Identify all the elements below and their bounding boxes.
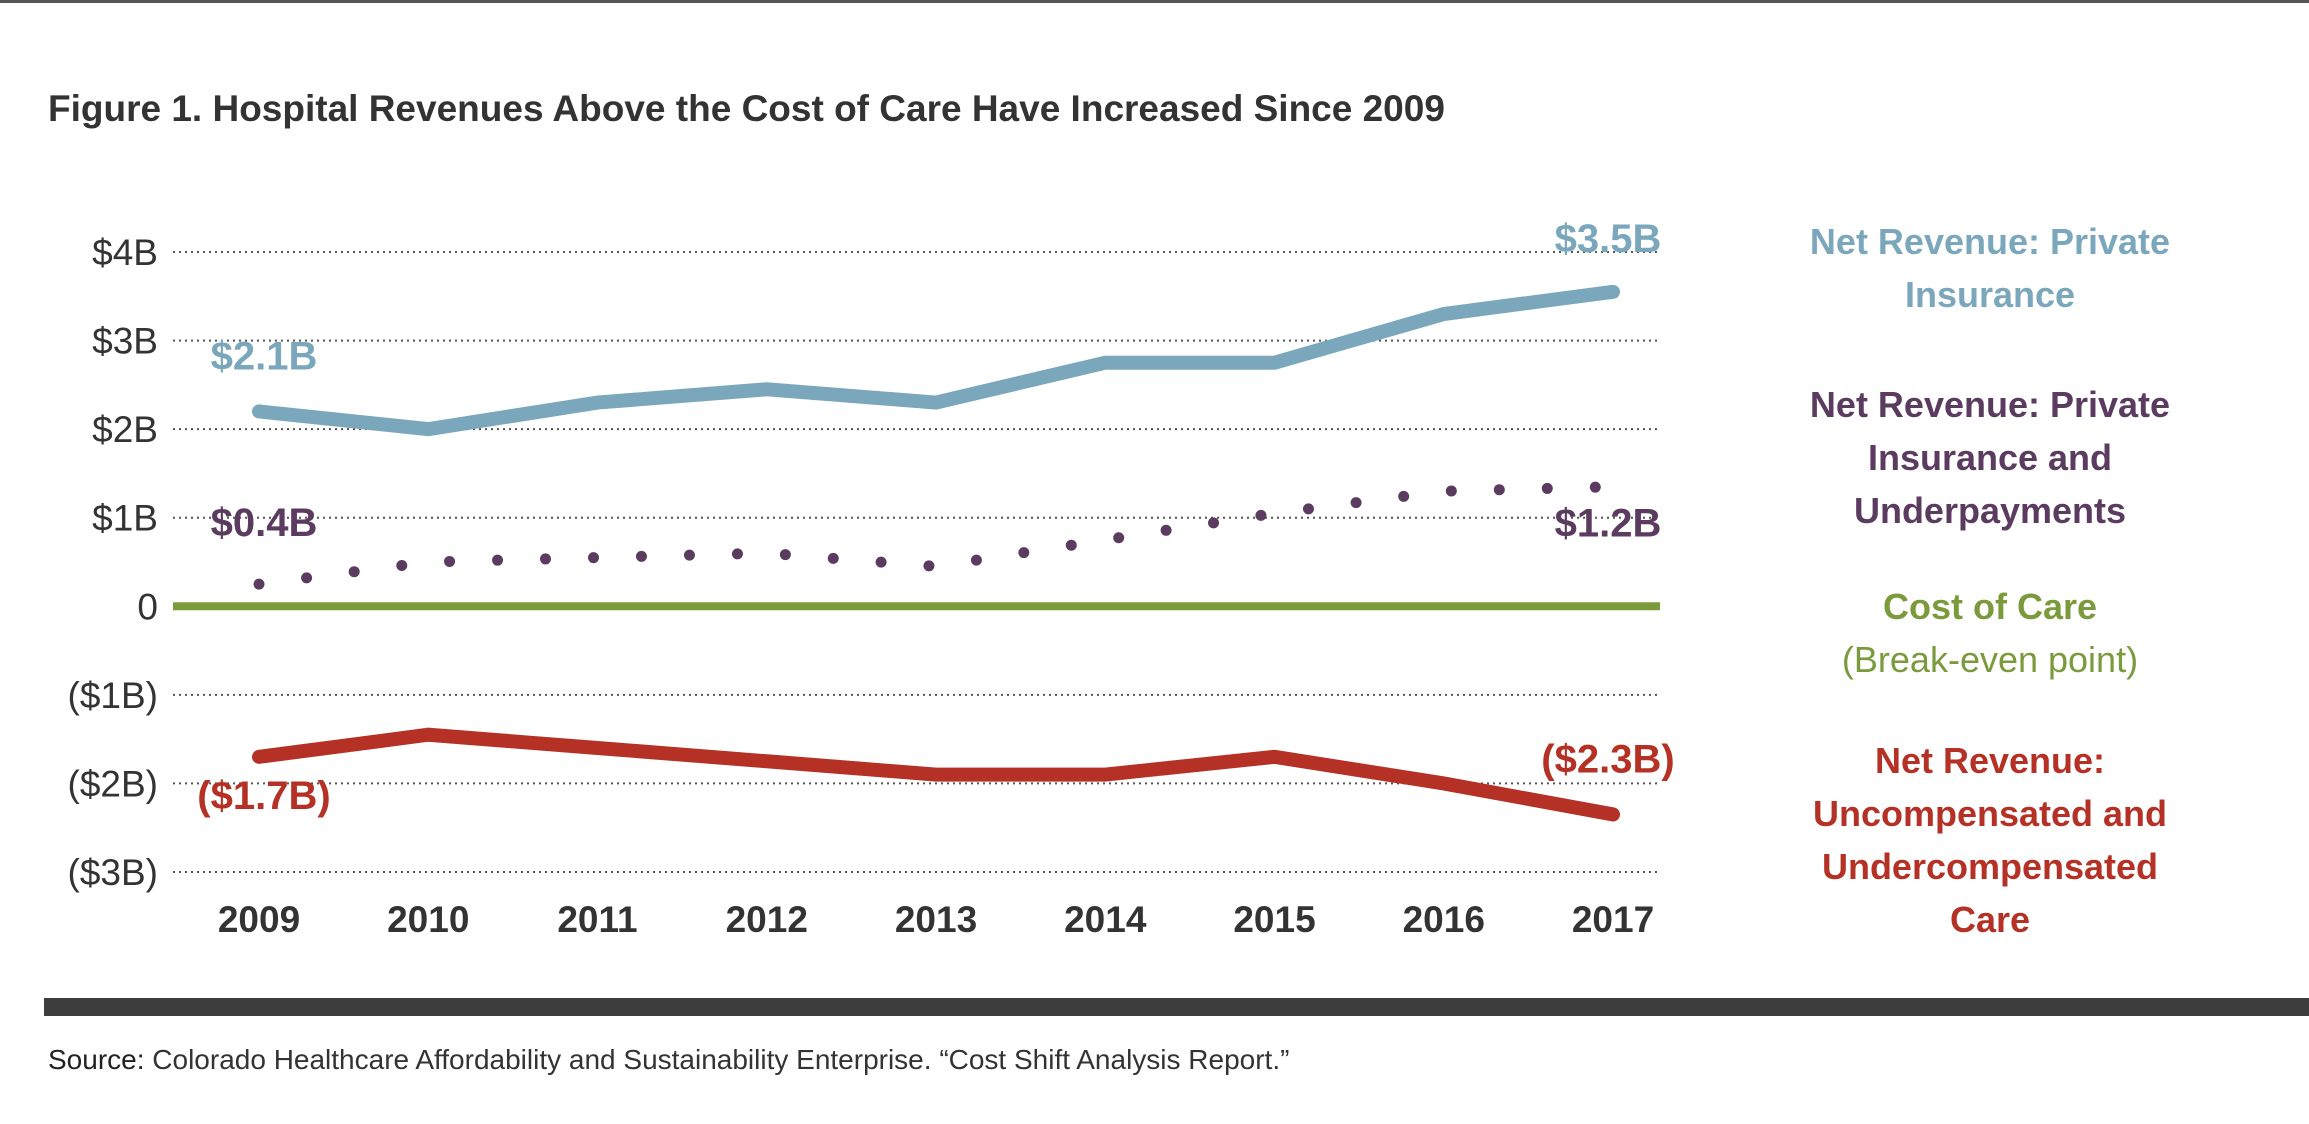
source-text: Colorado Healthcare Affordability and Su… bbox=[152, 1044, 1290, 1075]
legend-underpay: Net Revenue: Private Insurance and Under… bbox=[1809, 384, 2171, 531]
legend-cost: Cost of Care (Break-even point) bbox=[1760, 580, 2220, 686]
data-label-uncomp: ($2.3B) bbox=[1541, 737, 1674, 781]
y-tick-label: ($2B) bbox=[68, 763, 158, 804]
series-line-uncomp bbox=[252, 727, 1620, 822]
data-label-private: $2.1B bbox=[211, 334, 318, 378]
y-tick-label: ($1B) bbox=[68, 675, 158, 716]
y-tick-label: $3B bbox=[92, 321, 158, 362]
source-note: Source: Colorado Healthcare Affordabilit… bbox=[48, 1044, 1289, 1076]
y-tick-label: 0 bbox=[137, 586, 158, 627]
x-tick-label: 2011 bbox=[557, 899, 637, 940]
x-tick-label: 2014 bbox=[1064, 899, 1147, 940]
legend-cost-label: Cost of Care bbox=[1882, 586, 2098, 627]
data-label-underpay: $1.2B bbox=[1555, 502, 1662, 546]
line-chart: $4B $3B $2B $1B 0 ($1B) ($2B) ($3B) 2009 2010 2011… bbox=[68, 217, 1675, 940]
data-label-uncomp: ($1.7B) bbox=[197, 774, 330, 818]
series-line-underpay bbox=[253, 481, 1619, 590]
series-line-private bbox=[252, 284, 1620, 437]
x-tick-label: 2012 bbox=[726, 899, 808, 940]
legend-uncomp: Net Revenue: Uncompensated and Undercomp… bbox=[1812, 740, 2168, 940]
x-tick-label: 2016 bbox=[1403, 899, 1485, 940]
y-tick-label: $4B bbox=[92, 232, 158, 273]
bottom-bar bbox=[44, 998, 2309, 1016]
x-tick-label: 2009 bbox=[218, 899, 300, 940]
x-tick-label: 2015 bbox=[1233, 899, 1315, 940]
x-tick-label: 2013 bbox=[895, 899, 977, 940]
source-label: Source: bbox=[48, 1044, 145, 1075]
legend-cost-sub: (Break-even point) bbox=[1841, 639, 2139, 680]
legend-private: Net Revenue: Private Insurance bbox=[1809, 221, 2171, 315]
top-rule bbox=[0, 0, 2309, 3]
y-tick-label: $1B bbox=[92, 498, 158, 539]
y-tick-label: $2B bbox=[92, 409, 158, 450]
x-tick-label: 2010 bbox=[387, 899, 469, 940]
x-tick-label: 2017 bbox=[1572, 899, 1654, 940]
y-tick-label: ($3B) bbox=[68, 852, 158, 893]
data-label-private: $3.5B bbox=[1555, 217, 1662, 261]
data-label-underpay: $0.4B bbox=[211, 501, 318, 545]
chart-title: Figure 1. Hospital Revenues Above the Co… bbox=[48, 88, 1445, 129]
